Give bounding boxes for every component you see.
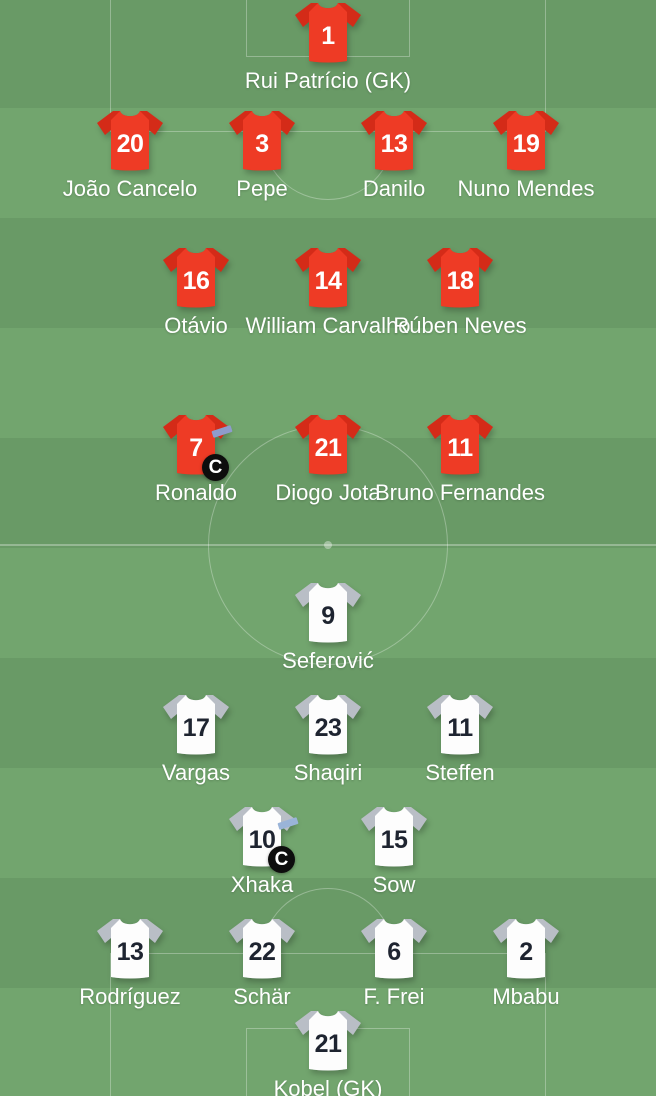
player-number: 13 <box>380 130 408 158</box>
player-number: 3 <box>255 130 269 158</box>
jersey-icon <box>291 692 365 756</box>
player-name: Steffen <box>425 760 495 785</box>
player-number: 11 <box>447 714 473 742</box>
jersey-icon <box>291 245 365 309</box>
jersey-icon <box>291 0 365 64</box>
player-name: Vargas <box>161 760 231 785</box>
jersey-icon <box>225 916 299 980</box>
player-name: Mbabu <box>492 984 560 1009</box>
jersey-icon <box>291 412 365 476</box>
player-name: Shaqiri <box>293 760 363 785</box>
jersey-icon <box>489 108 563 172</box>
grass-stripe <box>0 768 656 878</box>
player-number: 19 <box>512 130 540 158</box>
player-number: 11 <box>447 434 473 462</box>
jersey-icon <box>291 580 365 644</box>
player-number: 14 <box>314 267 342 295</box>
player-number: 21 <box>314 434 342 462</box>
player-number: 6 <box>387 938 401 966</box>
player-name: Xhaka <box>230 872 294 897</box>
player-number: 1 <box>321 22 335 50</box>
jersey-icon <box>93 916 167 980</box>
jersey-icon <box>357 108 431 172</box>
player-name: William Carvalho <box>245 313 411 338</box>
halfway-line <box>0 544 656 546</box>
player-number: 23 <box>314 714 342 742</box>
player-name: Schär <box>233 984 291 1009</box>
jersey-icon <box>423 692 497 756</box>
jersey-icon <box>159 692 233 756</box>
player-name: Danilo <box>362 176 426 201</box>
player-name: Seferović <box>282 648 374 673</box>
jersey-icon <box>423 412 497 476</box>
player-name: Rui Patrício (GK) <box>244 68 412 93</box>
player-number: 17 <box>182 714 210 742</box>
player-number: 18 <box>446 267 474 295</box>
jersey-icon <box>423 245 497 309</box>
jersey-icon <box>225 108 299 172</box>
jersey-icon <box>357 804 431 868</box>
player-number: 2 <box>519 938 533 966</box>
captain-badge: C <box>268 846 295 873</box>
player-name: Otávio <box>164 313 228 338</box>
player-number: 15 <box>380 826 408 854</box>
jersey-icon <box>159 245 233 309</box>
player-name: F. Frei <box>363 984 425 1009</box>
player-number: 13 <box>116 938 144 966</box>
player-name: Rodríguez <box>79 984 181 1009</box>
player-number: 9 <box>321 602 335 630</box>
player-number: 20 <box>116 130 144 158</box>
jersey-icon <box>291 1008 365 1072</box>
player-name: Sow <box>372 872 416 897</box>
player-name: Rúben Neves <box>393 313 527 338</box>
player-number: 7 <box>189 434 203 462</box>
player-name: Pepe <box>236 176 288 201</box>
player-number: 21 <box>314 1030 342 1058</box>
player-number: 16 <box>182 267 210 295</box>
jersey-icon <box>357 916 431 980</box>
jersey-icon <box>93 108 167 172</box>
player-name: Bruno Fernandes <box>375 480 545 505</box>
player-name: João Cancelo <box>62 176 198 201</box>
jersey-icon <box>489 916 563 980</box>
player-name: Ronaldo <box>155 480 237 505</box>
player-name: Diogo Jota <box>275 480 381 505</box>
player-name: Nuno Mendes <box>457 176 595 201</box>
captain-badge: C <box>202 454 229 481</box>
player-number: 22 <box>248 938 276 966</box>
player-name: Kobel (GK) <box>273 1076 383 1096</box>
